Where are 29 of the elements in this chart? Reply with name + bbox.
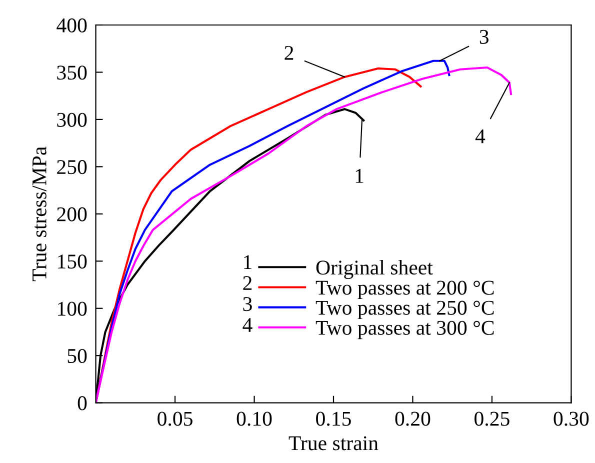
y-tick-label: 200 [57, 207, 87, 222]
annotation: 3 [480, 30, 489, 44]
y-axis-title: True stress/MPa [32, 146, 46, 282]
annotation: 1 [356, 169, 364, 183]
y-tick-label: 400 [56, 18, 87, 32]
x-tick-label: 0.30 [554, 412, 589, 426]
y-tick-label: 150 [58, 254, 87, 269]
x-tick-label: 0.25 [474, 412, 510, 426]
x-tick-label: 0.10 [236, 412, 272, 426]
annotation: 4 [475, 129, 486, 144]
x-axis-title: True strain [288, 436, 378, 450]
x-tick-label: 0.20 [395, 412, 430, 426]
y-tick-label: 250 [57, 160, 87, 174]
y-tick-label: 0 [78, 396, 87, 410]
x-tick-label: 0.15 [316, 412, 351, 426]
text: 4 [242, 318, 252, 332]
legend-label: Two passes at 250 °C [316, 300, 494, 320]
y-tick-label: 300 [57, 112, 87, 127]
text: 1 [244, 255, 252, 269]
text: 3 [243, 297, 252, 312]
y-tick-label: 100 [58, 302, 87, 316]
text: 2 [243, 276, 252, 290]
legend-label: Two passes at 200 °C [316, 280, 494, 299]
legend-label: Original sheet [316, 260, 433, 279]
annotation: 2 [284, 46, 294, 60]
y-tick-label: 350 [57, 66, 87, 80]
y-tick-label: 50 [68, 348, 87, 364]
x-tick-label: 0.05 [158, 412, 192, 426]
legend-label: Two passes at 300 °C [316, 320, 494, 340]
